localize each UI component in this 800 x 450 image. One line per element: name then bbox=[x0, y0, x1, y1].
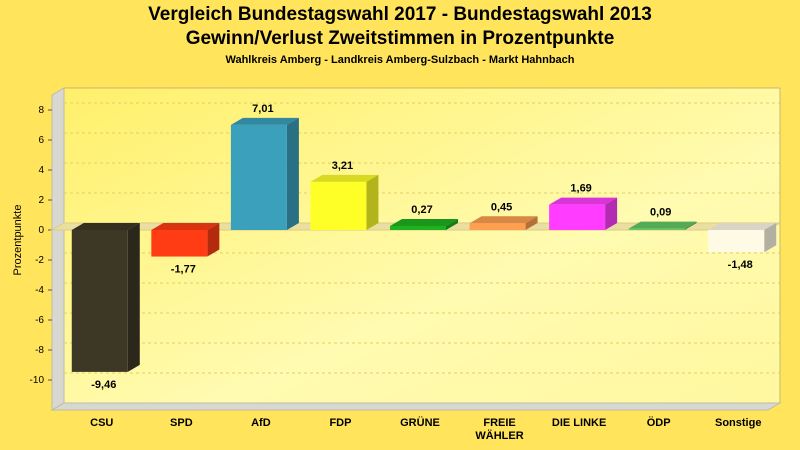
y-tick-label: 4 bbox=[38, 165, 44, 176]
bar-top bbox=[310, 174, 379, 182]
bar-side bbox=[605, 197, 618, 230]
y-tick-label: -4 bbox=[35, 285, 44, 296]
bar-side bbox=[207, 223, 220, 257]
data-label: 0,45 bbox=[491, 201, 512, 213]
data-label: -1,77 bbox=[171, 264, 196, 276]
x-tick-label: WÄHLER bbox=[475, 429, 523, 442]
bar bbox=[708, 230, 765, 253]
bar-top bbox=[71, 223, 140, 230]
data-label: -1,48 bbox=[728, 259, 753, 271]
bar-side bbox=[366, 174, 379, 230]
x-tick-label: Sonstige bbox=[715, 417, 761, 429]
bar bbox=[310, 181, 367, 230]
chart-subtitle: Gewinn/Verlust Zweitstimmen in Prozentpu… bbox=[185, 28, 615, 49]
bar-top bbox=[549, 197, 618, 205]
data-label: 3,21 bbox=[332, 160, 353, 172]
data-label: 0,27 bbox=[411, 204, 432, 216]
y-axis-label: Prozentpunkte bbox=[12, 205, 24, 276]
plot-side-wall bbox=[51, 87, 65, 411]
x-tick-label: CSU bbox=[90, 417, 113, 429]
y-tick-label: -6 bbox=[35, 315, 44, 326]
bar bbox=[549, 204, 606, 230]
y-tick-label: -8 bbox=[35, 345, 44, 356]
x-tick-label: ÖDP bbox=[647, 416, 671, 429]
y-tick-label: -10 bbox=[30, 375, 45, 386]
bar-side bbox=[127, 223, 140, 372]
plot-floor bbox=[50, 402, 782, 411]
bar-side bbox=[286, 117, 299, 230]
x-tick-label: FREIE bbox=[483, 417, 515, 429]
bar-top bbox=[151, 223, 220, 230]
bar-top bbox=[469, 216, 538, 224]
bar-side bbox=[525, 216, 538, 230]
bar-top bbox=[390, 218, 458, 226]
bar bbox=[628, 228, 685, 230]
bar bbox=[469, 223, 526, 230]
bar-side bbox=[684, 221, 697, 230]
x-tick-label: DIE LINKE bbox=[552, 417, 606, 429]
y-tick-label: 2 bbox=[38, 195, 44, 206]
y-tick-label: -2 bbox=[35, 255, 44, 266]
chart-title: Vergleich Bundestagswahl 2017 - Bundesta… bbox=[148, 4, 652, 25]
data-label: 1,69 bbox=[570, 183, 591, 195]
x-tick-label: FDP bbox=[329, 417, 351, 429]
x-tick-label: GRÜNE bbox=[400, 416, 440, 429]
bar bbox=[71, 230, 128, 372]
bar-top bbox=[628, 221, 697, 229]
x-tick-label: SPD bbox=[170, 417, 193, 429]
bar-side bbox=[764, 223, 777, 253]
bar-top bbox=[708, 223, 777, 230]
bar-side bbox=[446, 218, 458, 230]
y-tick-label: 8 bbox=[38, 105, 44, 116]
bar-top bbox=[230, 117, 299, 125]
y-tick-label: 0 bbox=[38, 225, 44, 236]
chart-subtitle-region: Wahlkreis Amberg - Landkreis Amberg-Sulz… bbox=[225, 54, 575, 66]
data-label: 7,01 bbox=[252, 103, 273, 115]
data-label: 0,09 bbox=[650, 207, 671, 219]
bar bbox=[230, 124, 287, 230]
bar bbox=[390, 225, 446, 230]
bar bbox=[151, 230, 208, 257]
y-tick-label: 6 bbox=[38, 135, 44, 146]
data-label: -9,46 bbox=[91, 379, 116, 391]
x-tick-label: AfD bbox=[251, 417, 271, 429]
